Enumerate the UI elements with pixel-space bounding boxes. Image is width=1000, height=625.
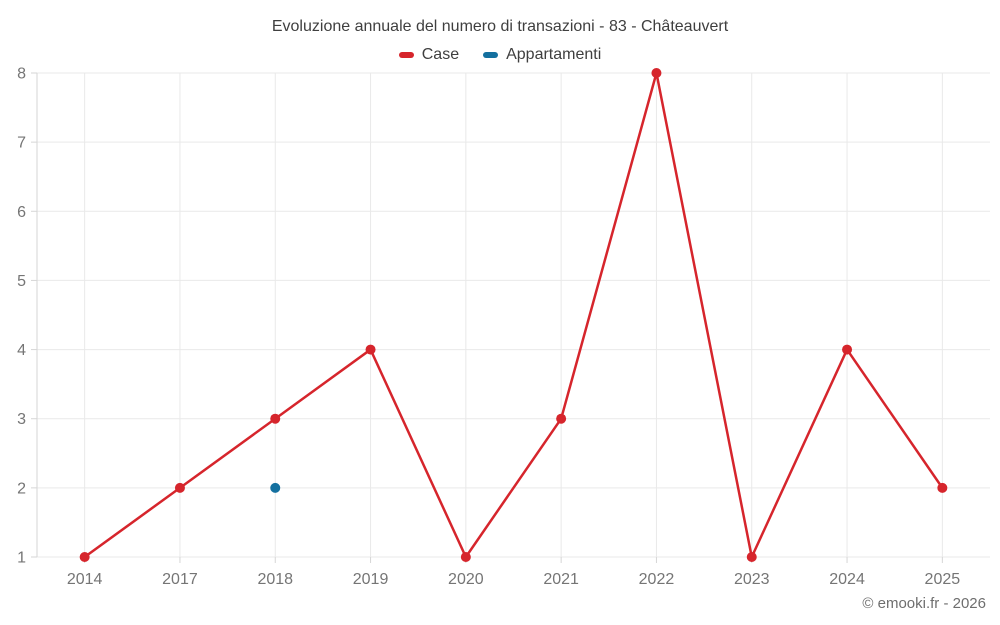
x-axis-label: 2017 [162, 571, 198, 588]
data-point-case [79, 552, 90, 562]
chart-legend: Case Appartamenti [0, 46, 1000, 64]
data-point-case [937, 482, 948, 493]
x-axis-label: 2019 [353, 571, 389, 588]
data-point-case [270, 413, 281, 424]
data-point-case [174, 482, 185, 493]
y-axis-label: 3 [17, 411, 26, 428]
x-axis-label: 2014 [67, 571, 103, 588]
data-point-case [365, 344, 376, 355]
x-axis-label: 2021 [543, 571, 579, 588]
x-axis-label: 2018 [257, 571, 293, 588]
data-point-case [746, 552, 757, 562]
y-axis-label: 1 [17, 550, 26, 567]
data-point-case [651, 68, 662, 78]
y-axis-label: 2 [17, 480, 26, 497]
legend-label: Appartamenti [506, 46, 602, 63]
chart-title: Evoluzione annuale del numero di transaz… [271, 18, 729, 35]
data-point-case [460, 552, 471, 562]
legend-swatch-icon [483, 52, 499, 58]
legend-label: Case [421, 46, 460, 63]
x-axis-label: 2025 [925, 571, 961, 588]
y-axis-label: 7 [17, 135, 26, 152]
legend-item-case[interactable]: Case [398, 46, 460, 64]
legend-item-appartamenti[interactable]: Appartamenti [483, 46, 601, 64]
legend-swatch-icon [398, 52, 414, 58]
x-axis-label: 2020 [448, 571, 484, 588]
y-axis-label: 5 [17, 273, 26, 290]
x-axis-label: 2024 [829, 571, 865, 588]
x-axis-label: 2023 [734, 571, 770, 588]
y-axis-label: 6 [17, 204, 26, 221]
watermark: © emooki.fr - 2026 [862, 595, 986, 612]
y-axis-label: 4 [17, 342, 26, 359]
data-point-case [556, 413, 567, 424]
data-point-case [842, 344, 853, 355]
series-line-case [83, 71, 944, 559]
y-axis-label: 8 [17, 66, 26, 83]
data-point-appartamenti [270, 482, 281, 493]
x-axis-label: 2022 [639, 571, 675, 588]
